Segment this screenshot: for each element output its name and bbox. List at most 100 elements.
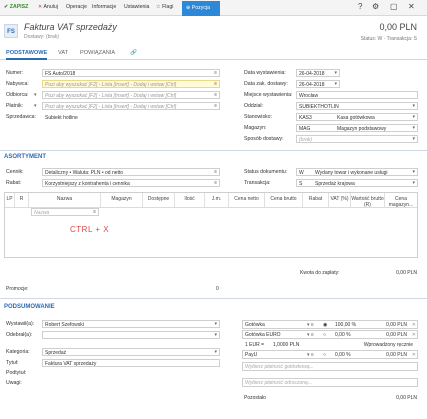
oddzial-label: Oddział: [244,103,264,109]
divider [0,298,427,299]
col-rabat[interactable]: Rabat [303,193,329,207]
settings-menu[interactable]: Ustawienia [124,4,150,10]
stanowisko-label: Stanowisko: [244,114,272,120]
remove-icon[interactable]: ✕ [411,352,416,358]
position-button[interactable]: ⊕ Pozycja [182,1,220,16]
items-grid[interactable]: LP R Nazwa Magazyn Dostępne Ilość J.m. C… [4,192,418,258]
tab-podstawowe[interactable]: PODSTAWOWE [6,50,48,60]
tytul-field[interactable]: Faktura VAT sprzedaży [42,359,220,367]
nazwa-input[interactable]: Nazwa ≡ [31,208,99,216]
maximize-icon[interactable]: ▢ [390,2,398,11]
status-dokumentu-select[interactable]: W Wydany towar i wykonane usługi ▾ [296,168,418,176]
kategoria-select[interactable]: Sprzedaż ▾ [42,348,220,356]
radio-icon[interactable]: ○ [323,352,327,358]
close-window-icon[interactable]: ✕ [408,2,415,11]
rabat-label: Rabat: [6,180,22,186]
col-magazyn[interactable]: Magazyn [101,193,143,207]
odbiorca-label: Odbiorca: [6,92,29,98]
promocje-value: 0 [216,286,219,292]
grid-row[interactable] [5,207,417,217]
col-ilosc[interactable]: Ilość [175,193,205,207]
attachment-icon[interactable]: 🔗 [130,50,137,56]
odbiorca-field[interactable]: Pozi aby wyszukać [F2] - Lista [Insert] … [42,91,220,99]
data-zak-field[interactable]: 26-04-2018 ▾ [296,80,340,88]
col-dostepne[interactable]: Dostępne [143,193,175,207]
document-status: Status: W · Transakcja: S [360,36,417,42]
magazyn-select[interactable]: MAG Magazyn podstawowy ▾ [296,124,418,132]
magazyn-label: Magazyn: [244,125,267,131]
podsumowanie-title: PODSUMOWANIE [4,304,55,310]
wystawil-select[interactable]: Robert Szefowski ▾ [42,320,220,328]
promocje-label: Promocje: [6,286,29,292]
asortyment-title: ASORTYMENT [4,154,46,160]
tab-vat[interactable]: VAT [58,50,69,56]
pozostalo-value: 0,00 PLN [396,395,417,401]
sprzedawca-value: Subiekt hotline [42,113,220,121]
col-nazwa[interactable]: Nazwa [29,193,101,207]
col-lp[interactable]: LP [5,193,15,207]
remove-icon[interactable]: ✕ [411,322,416,328]
podtytul-label: Podtytuł: [6,370,27,376]
nabywca-field[interactable]: Pozi aby wyszukać [F2] - Lista [Insert] … [42,80,220,88]
rabat-field[interactable]: Korzystniejszy z kontrahenta i cennika ≡ [42,179,220,187]
info-menu[interactable]: Informacje [92,4,117,10]
col-jm[interactable]: J.m. [205,193,229,207]
ctrl-x-hint: CTRL + X [70,225,110,234]
document-title: Faktura VAT sprzedaży [24,22,117,32]
status-dokumentu-label: Status dokumentu: [244,169,288,175]
tab-bar: PODSTAWOWE VAT POWIĄZANIA 🔗 [0,48,427,60]
wystawil-label: Wystawił(a): [6,321,35,327]
help-icon[interactable]: ? [358,2,363,11]
star-icon: ☆ [156,4,161,10]
kwota-value: 0,00 PLN [396,270,417,276]
save-button[interactable]: ✔ ZAPISZ [4,4,29,10]
radio-checked-icon[interactable]: ◉ [323,322,328,328]
col-vat[interactable]: VAT (%) [329,193,351,207]
uwagi-label: Uwagi: [6,380,22,386]
podtytul-field[interactable] [42,369,220,377]
payment-row-euro[interactable]: Gotówka EURO ▾ ≡ ○ 0,00 % 0,00 PLN ✕ [242,330,418,339]
kategoria-label: Kategoria: [6,349,30,355]
pozostalo-label: Pozostało [244,395,266,401]
payment-row-gotowka[interactable]: Gotówka ▾ ≡ ◉ 100,00 % 0,00 PLN ✕ [242,320,418,329]
toolbar: ✔ ZAPISZ ✕ Anuluj Operacje Informacje Us… [0,0,427,16]
transakcja-select[interactable]: S Sprzedaż krajowa ▾ [296,179,418,187]
divider [0,150,427,151]
operations-menu[interactable]: Operacje [66,4,88,10]
col-r[interactable]: R [15,193,29,207]
cennik-field[interactable]: Detaliczny • Waluta: PLN • od netto ≡ [42,168,220,176]
col-cena-brutto[interactable]: Cena brutto [265,193,303,207]
gear-icon[interactable]: ⚙ [372,2,380,11]
payment-row-payu[interactable]: PayU ▾ ≡ ○ 0,00 % 0,00 PLN ✕ [242,350,418,359]
payment-deferred-select[interactable]: Wybierz płatność odroczoną... [242,378,418,387]
data-wystawienia-field[interactable]: 26-04-2018 ▾ [296,69,340,77]
odbiorca-dropdown-icon[interactable]: ▾ [34,92,37,98]
cancel-button[interactable]: ✕ Anuluj [38,4,58,10]
payment-cash-select[interactable]: Wybierz płatność gotówkową... [242,362,418,371]
remove-icon[interactable]: ✕ [411,332,416,338]
stanowisko-select[interactable]: KAS3 Kasa gotówkowa ▾ [296,113,418,121]
uwagi-field[interactable] [42,379,220,405]
miejsce-label: Miejsce wystawienia: [244,92,293,98]
data-wystawienia-label: Data wystawienia: [244,70,286,76]
cennik-label: Cennik: [6,169,24,175]
radio-icon[interactable]: ○ [323,332,327,338]
oddzial-select[interactable]: SUBIEKTHOTLIN ▾ [296,102,418,110]
col-wartosc-brutto[interactable]: Wartość brutto (R) [351,193,385,208]
miejsce-field[interactable]: Wrocław [296,91,418,99]
sprzedawca-label: Sprzedawca: [6,114,36,120]
tab-powiazania[interactable]: POWIĄZANIA [80,50,116,56]
kwota-label: Kwota do zapłaty: [300,270,340,276]
flags-button[interactable]: ☆ Flagi [156,4,174,10]
nabywca-label: Nabywca: [6,81,29,87]
platnik-field[interactable]: Pozi aby wyszukać [F2] - Lista [Insert] … [42,102,220,110]
sposob-dostawy-select[interactable]: (brak) ▾ [296,135,418,143]
numer-field[interactable]: FS Auto/2018 ≡ [42,69,220,77]
close-icon: ✕ [38,4,43,10]
platnik-dropdown-icon[interactable]: ▾ [34,103,37,109]
col-cena-netto[interactable]: Cena netto [229,193,265,207]
odebral-select[interactable]: ▾ [42,331,220,339]
platnik-label: Płatnik: [6,103,24,109]
col-cena-magazyn[interactable]: Cena magazyn... [388,196,414,208]
tytul-label: Tytuł: [6,360,19,366]
